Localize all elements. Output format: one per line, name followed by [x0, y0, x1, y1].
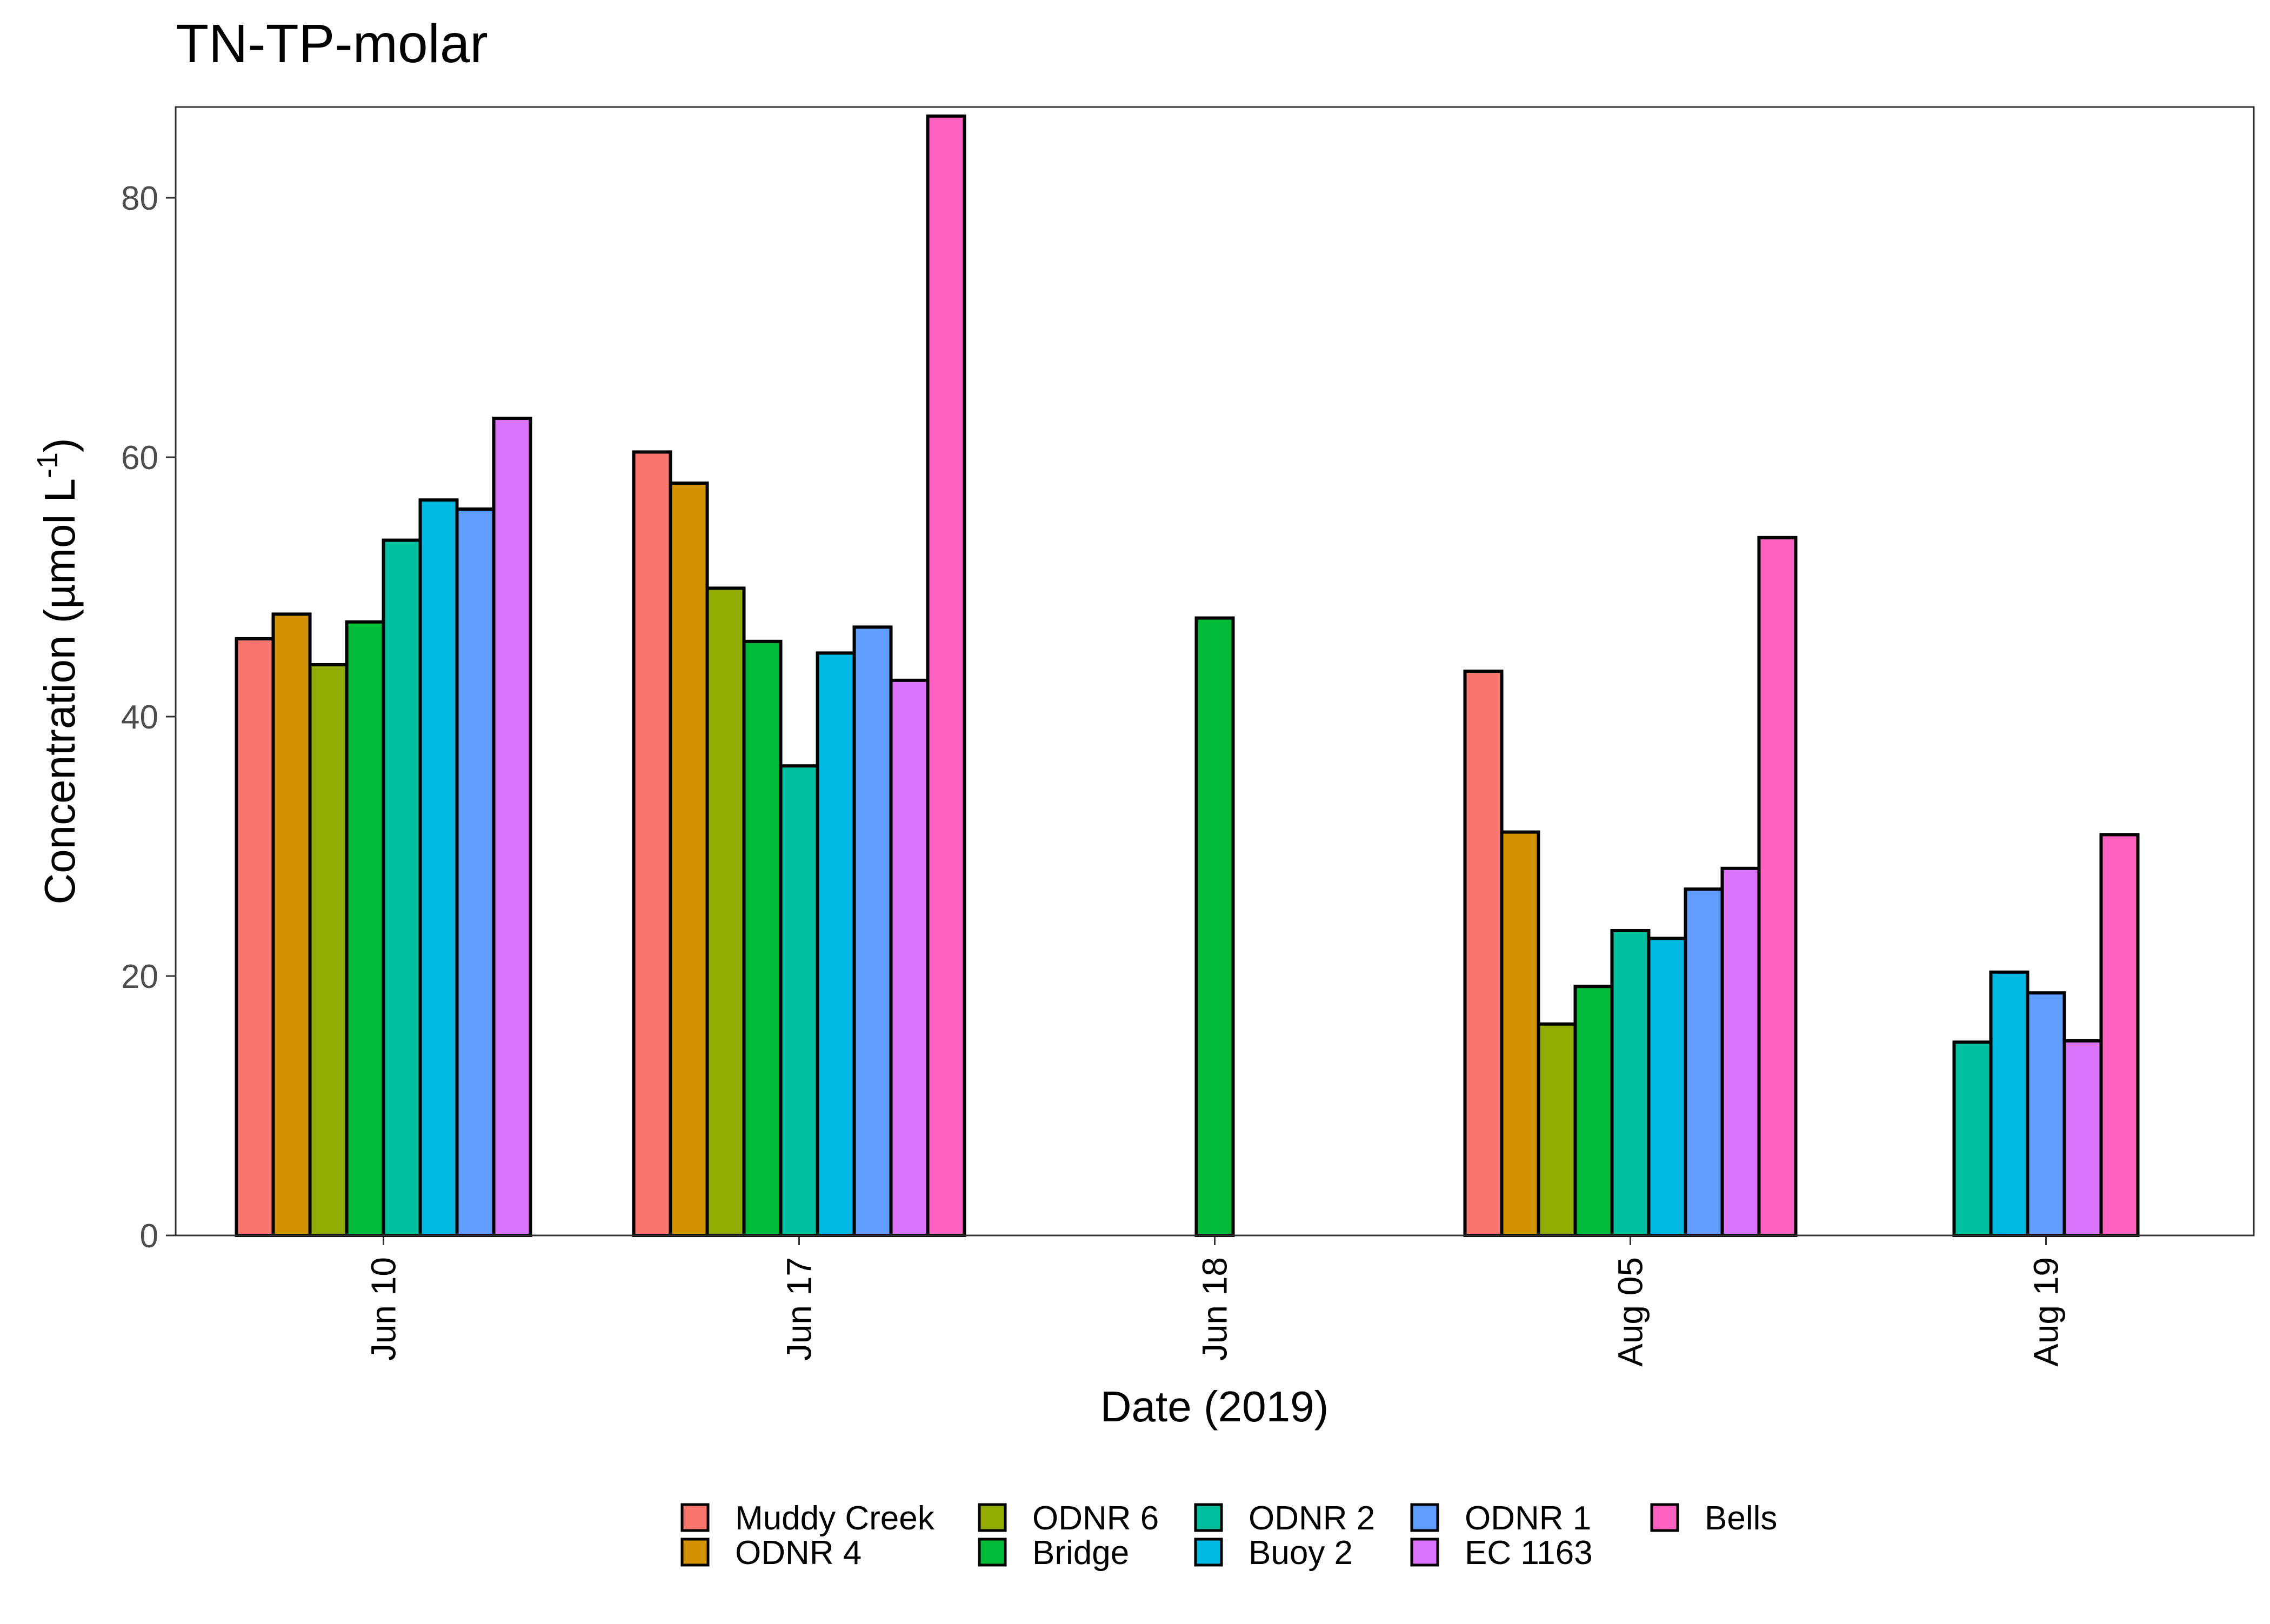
bar — [705, 586, 746, 1237]
bar — [382, 538, 422, 1237]
y-tick-label: 20 — [121, 958, 158, 995]
legend-label: Bells — [1705, 1500, 1777, 1537]
y-axis: 0 20 40 60 80 — [121, 180, 176, 1255]
legend-key — [680, 1503, 710, 1532]
bar — [632, 450, 672, 1237]
x-axis-label: Date (2019) — [1100, 1382, 1328, 1431]
bar — [1952, 1040, 1993, 1238]
bar — [235, 637, 275, 1237]
x-tick-label: Aug 19 — [2027, 1257, 2066, 1367]
y-axis-label-main: Concentration (µmol L — [36, 478, 84, 905]
bar — [1573, 985, 1614, 1237]
x-tick-label: Aug 05 — [1611, 1257, 1650, 1367]
y-tick-label: 0 — [140, 1218, 158, 1255]
legend-key — [1194, 1503, 1223, 1532]
legend-label: Muddy Creek — [735, 1500, 935, 1537]
y-tick-label: 60 — [121, 439, 158, 477]
legend-key — [1410, 1538, 1439, 1567]
bar — [1720, 866, 1761, 1238]
bar — [1194, 616, 1235, 1237]
x-tick-label: Jun 10 — [364, 1257, 403, 1361]
legend-label: ODNR 2 — [1248, 1500, 1375, 1537]
legend-key — [1194, 1538, 1223, 1567]
bar — [2026, 991, 2066, 1237]
x-axis: Jun 10 Jun 17 Jun 18 Aug 05 Aug 19 — [364, 1235, 2066, 1367]
legend-key — [680, 1538, 710, 1567]
bar — [1537, 1022, 1577, 1238]
bar — [742, 639, 783, 1237]
bar — [1500, 830, 1540, 1237]
bar — [271, 612, 312, 1237]
legend-key — [1410, 1503, 1439, 1532]
legend-key — [1650, 1503, 1679, 1532]
y-tick-label: 80 — [121, 180, 158, 217]
bar — [1647, 937, 1687, 1237]
bar — [345, 620, 385, 1237]
bar — [852, 625, 893, 1237]
legend-key — [978, 1503, 1007, 1532]
bar — [418, 498, 459, 1238]
legend-key — [978, 1538, 1007, 1567]
bar — [455, 507, 496, 1237]
bar — [926, 114, 966, 1237]
bar — [2099, 833, 2140, 1237]
legend-label: ODNR 1 — [1465, 1500, 1591, 1537]
y-tick-label: 40 — [121, 699, 158, 736]
bar — [669, 482, 709, 1237]
bar — [889, 678, 930, 1237]
x-tick-label: Jun 18 — [1196, 1257, 1234, 1361]
legend-label: Bridge — [1032, 1534, 1129, 1572]
y-axis-label-superscript: -1 — [31, 452, 64, 478]
bar — [1610, 929, 1651, 1237]
bar — [1463, 670, 1504, 1237]
bar — [1989, 970, 2029, 1238]
bar — [308, 663, 349, 1237]
legend-label: ODNR 6 — [1032, 1500, 1159, 1537]
bar — [1684, 887, 1724, 1237]
bar — [492, 417, 532, 1237]
chart-title: TN-TP-molar — [176, 14, 488, 74]
legend-label: Buoy 2 — [1248, 1534, 1353, 1572]
legend-label: EC 1163 — [1465, 1534, 1593, 1572]
bar — [2062, 1039, 2103, 1237]
legend-label: ODNR 4 — [735, 1534, 862, 1572]
bar — [1757, 536, 1798, 1237]
bars — [235, 114, 2140, 1238]
y-axis-label-close: ) — [36, 438, 84, 452]
x-tick-label: Jun 17 — [780, 1257, 819, 1361]
y-axis-label: Concentration (µmol L-1) — [31, 438, 84, 904]
bar — [779, 764, 819, 1237]
plot-border — [175, 106, 2255, 1237]
bar — [816, 651, 856, 1237]
